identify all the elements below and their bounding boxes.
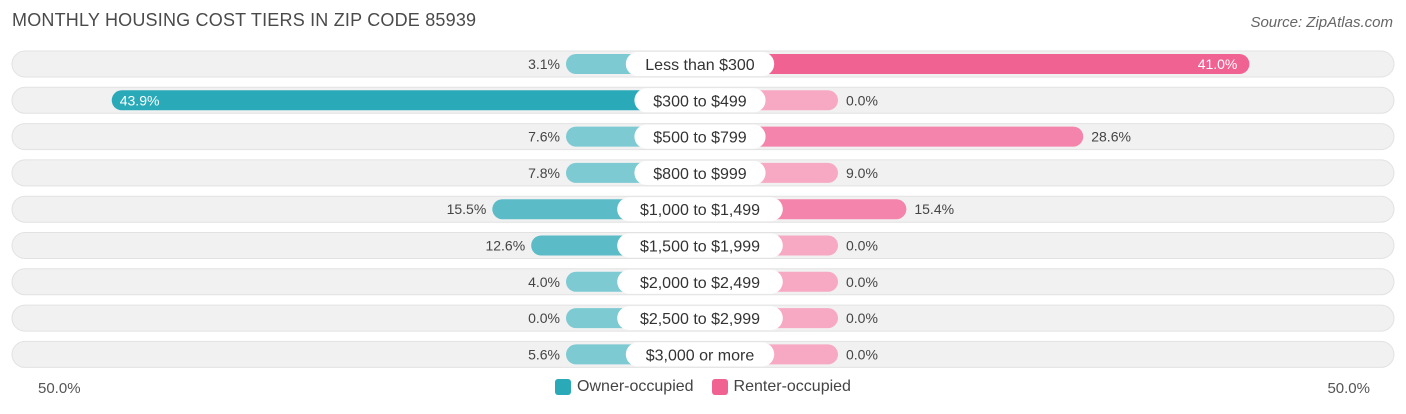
- bar-owner: [111, 90, 701, 111]
- category-pill: [625, 342, 775, 367]
- legend-swatch-renter: [711, 379, 728, 395]
- legend-label-owner: Owner-occupied: [577, 378, 694, 395]
- bar-renter-value: 41.0%: [1198, 56, 1238, 72]
- bar-owner-value: 15.5%: [447, 201, 487, 217]
- legend-label-renter: Renter-occupied: [733, 378, 851, 395]
- legend-item-renter: Renter-occupied: [711, 378, 851, 396]
- bar-renter-value: 0.0%: [846, 310, 878, 326]
- chart-title: MONTHLY HOUSING COST TIERS IN ZIP CODE 8…: [12, 10, 477, 30]
- legend-swatch-owner: [555, 379, 572, 395]
- bar-owner-value: 43.9%: [120, 92, 160, 108]
- bar-renter-value: 0.0%: [846, 274, 878, 290]
- category-pill: [617, 197, 783, 222]
- category-pill: [617, 233, 783, 258]
- category-pill: [634, 160, 766, 185]
- bar-renter: [700, 126, 1084, 147]
- bar-owner-value: 7.6%: [528, 129, 560, 145]
- category-label: $1,000 to $1,499: [640, 202, 760, 219]
- legend: Owner-occupied Renter-occupied: [0, 378, 1406, 396]
- category-label: $2,500 to $2,999: [640, 311, 760, 328]
- bar-renter-value: 0.0%: [846, 92, 878, 108]
- category-pill: [617, 306, 783, 331]
- bar-renter-value: 0.0%: [846, 238, 878, 254]
- bar-owner-value: 12.6%: [485, 238, 525, 254]
- legend-item-owner: Owner-occupied: [555, 378, 694, 396]
- bar-renter-value: 28.6%: [1091, 129, 1131, 145]
- category-pill: [634, 88, 766, 113]
- axis-left-label: 50.0%: [38, 380, 81, 397]
- category-label: $3,000 or more: [646, 347, 755, 364]
- category-label: $2,000 to $2,499: [640, 275, 760, 292]
- chart-source: Source: ZipAtlas.com: [1250, 14, 1393, 31]
- category-label: Less than $300: [645, 57, 755, 74]
- bar-renter-value: 9.0%: [846, 165, 878, 181]
- category-pill: [625, 52, 775, 76]
- bar-renter-value: 0.0%: [846, 346, 878, 362]
- category-pill: [617, 269, 783, 294]
- category-label: $800 to $999: [653, 166, 747, 183]
- bar-renter: [700, 54, 1250, 74]
- axis-right-label: 50.0%: [1327, 380, 1370, 397]
- category-label: $1,500 to $1,999: [640, 239, 760, 256]
- category-label: $300 to $499: [653, 93, 747, 110]
- bar-owner-value: 7.8%: [528, 165, 560, 181]
- bar-renter-value: 15.4%: [914, 201, 954, 217]
- bar-owner-value: 5.6%: [528, 346, 560, 362]
- bar-owner-value: 4.0%: [528, 274, 560, 290]
- bar-owner-value: 0.0%: [528, 310, 560, 326]
- category-label: $500 to $799: [653, 130, 747, 147]
- category-pill: [634, 124, 766, 149]
- bar-owner-value: 3.1%: [528, 56, 560, 72]
